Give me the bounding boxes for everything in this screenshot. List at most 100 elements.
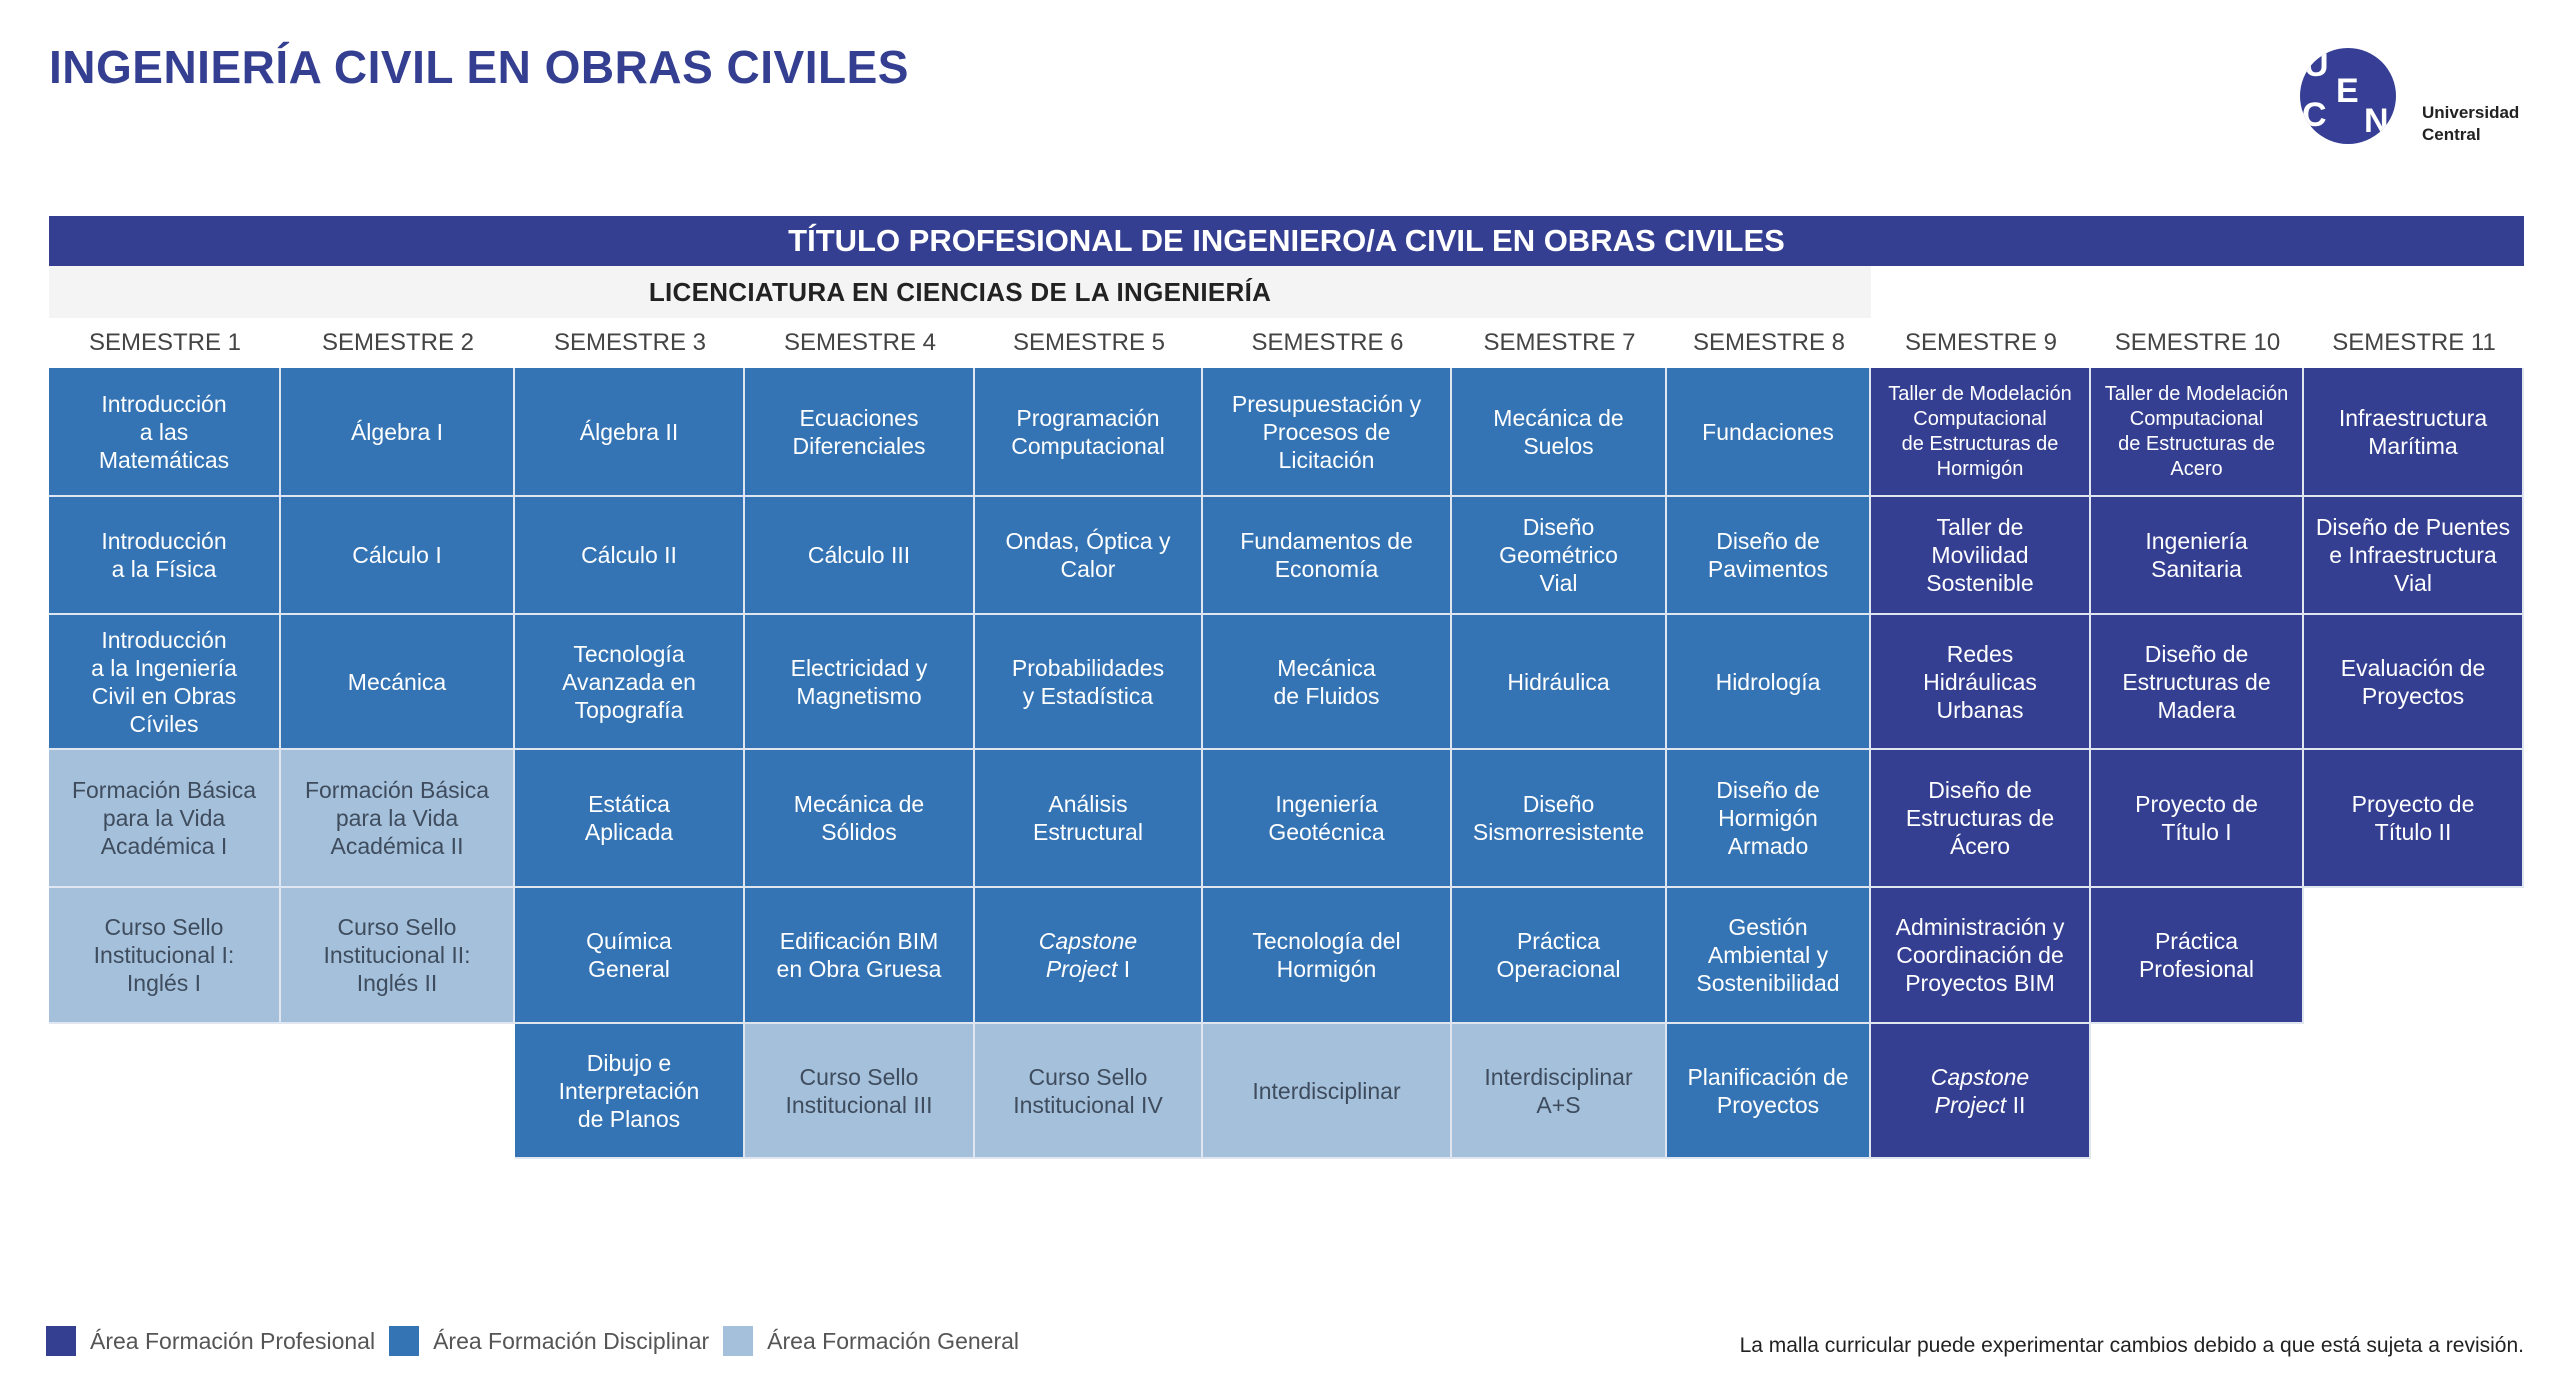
- logo-letter: E: [2336, 72, 2359, 110]
- course-name: Cálculo II: [581, 541, 677, 569]
- course-name: Ingeniería Sanitaria: [2145, 527, 2247, 583]
- legend-label: Área Formación Disciplinar: [433, 1327, 710, 1354]
- semester-header: SEMESTRE 5: [1012, 329, 1166, 356]
- course-name: Mecánica de Sólidos: [794, 790, 924, 846]
- course-name-text: Presupuestación y Procesos de Licitación: [1231, 390, 1422, 473]
- course-cell: Administración y Coordinación de Proyect…: [1871, 888, 2091, 1024]
- logo-letter: U: [2304, 48, 2329, 84]
- course-name: Ondas, Óptica y Calor: [1006, 527, 1171, 583]
- course-name: Electricidad y Magnetismo: [791, 654, 928, 710]
- course-name: Mecánica: [348, 668, 446, 696]
- course-name: Taller de Modelación Computacional de Es…: [2105, 382, 2288, 482]
- course-name-text: Redes Hidráulicas Urbanas: [1923, 640, 2037, 723]
- logo-name-line2: Central: [2422, 125, 2481, 144]
- course-cell: Cálculo III: [745, 497, 975, 615]
- course-name-text: Hidráulica: [1507, 668, 1610, 695]
- course-name-text: Tecnología del Hormigón: [1252, 928, 1401, 982]
- course-name-text: Práctica Operacional: [1496, 928, 1621, 982]
- course-cell: Ingeniería Sanitaria: [2091, 497, 2304, 615]
- course-name-text: Proyecto de Título II: [2351, 791, 2475, 845]
- course-name-text: Ingeniería Geotécnica: [1268, 791, 1385, 845]
- course-cell: Análisis Estructural: [975, 750, 1203, 888]
- course-name: Programación Computacional: [1011, 404, 1164, 460]
- course-name: Formación Básica para la Vida Académica …: [72, 776, 256, 860]
- semester-header: SEMESTRE 2: [321, 329, 475, 356]
- course-name: Proyecto de Título II: [2352, 790, 2475, 846]
- course-name-text: Fundamentos de Economía: [1240, 528, 1413, 582]
- semester-header: SEMESTRE 8: [1692, 329, 1846, 356]
- logo-circle: U C E N: [2300, 48, 2396, 144]
- course-cell: Diseño de Estructuras de Ácero: [1871, 750, 2091, 888]
- course-name-text: Diseño de Pavimentos: [1707, 528, 1829, 582]
- course-name-text: Edificación BIM en Obra Gruesa: [776, 928, 942, 982]
- course-name-text: Administración y Coordinación de Proyect…: [1895, 914, 2065, 996]
- legend: Área Formación Profesional Área Formación…: [46, 1326, 1033, 1356]
- course-name-text: Estática Aplicada: [584, 791, 674, 845]
- course-cell: Práctica Operacional: [1452, 888, 1667, 1024]
- course-name: Ingeniería Geotécnica: [1268, 790, 1384, 846]
- course-cell: Cálculo II: [515, 497, 745, 615]
- course-name: Taller de Modelación Computacional de Es…: [1888, 382, 2071, 482]
- course-name-text: Programación Computacional: [1011, 404, 1165, 459]
- curriculum-grid: Introducción a las Matemáticas Introducci…: [49, 368, 2524, 1159]
- course-name: Formación Básica para la Vida Académica …: [305, 776, 489, 860]
- semester-header-row: SEMESTRE 1 SEMESTRE 2 SEMESTRE 3 SEMESTRE 4…: [49, 318, 2524, 368]
- course-name-text: Introducción a la Ingeniería Civil en Ob…: [91, 626, 237, 737]
- course-name-text: Cálculo I: [352, 542, 442, 568]
- course-name-text: Taller de Modelación Computacional de Es…: [1888, 382, 2072, 480]
- course-cell: Diseño de Estructuras de Madera: [2091, 615, 2304, 750]
- course-cell: Electricidad y Magnetismo: [745, 615, 975, 750]
- course-name-text: Análisis Estructural: [1033, 791, 1143, 845]
- course-cell: Redes Hidráulicas Urbanas: [1871, 615, 2091, 750]
- course-name-text: Curso Sello Institucional III: [785, 1063, 933, 1118]
- course-cell: Curso Sello Institucional III: [745, 1024, 975, 1159]
- course-name-text: Diseño Geométrico Vial: [1499, 514, 1618, 596]
- course-name-text: Taller de Modelación Computacional de Es…: [2104, 382, 2289, 480]
- course-name-text: Mecánica: [347, 668, 447, 695]
- course-name: Ecuaciones Diferenciales: [793, 404, 926, 460]
- course-cell: Proyecto de Título II: [2304, 750, 2524, 888]
- semester-header: SEMESTRE 11: [2332, 329, 2496, 356]
- course-cell: Mecánica de Sólidos: [745, 750, 975, 888]
- course-cell: Diseño de Puentes e Infraestructura Vial: [2304, 497, 2524, 615]
- course-cell: Probabilidades y Estadística: [975, 615, 1203, 750]
- course-name: Mecánica de Fluidos: [1273, 654, 1379, 710]
- logo-wordmark: Universidad Central: [2422, 102, 2519, 146]
- course-name-text: Introducción a la Física: [101, 528, 227, 582]
- course-cell: Introducción a la Física: [49, 497, 281, 615]
- course-name: Planificación de Proyectos: [1687, 1063, 1848, 1119]
- course-name-text: Diseño Sismorresistente: [1472, 791, 1645, 845]
- course-cell: Programación Computacional: [975, 368, 1203, 497]
- course-cell: Química General: [515, 888, 745, 1024]
- course-name-text: Química General: [586, 928, 672, 982]
- course-name-text: Curso Sello Institucional I: Inglés I: [93, 914, 235, 996]
- course-name: Redes Hidráulicas Urbanas: [1923, 640, 2037, 724]
- course-name-text: Gestión Ambiental y Sostenibilidad: [1696, 914, 1840, 996]
- course-name: Diseño de Estructuras de Madera: [2122, 640, 2270, 724]
- course-name: Cálculo I: [352, 541, 441, 569]
- course-name: Infraestructura Marítima: [2339, 404, 2487, 460]
- course-name-text: Evaluación de Proyectos: [2340, 654, 2486, 709]
- course-cell: Interdisciplinar: [1203, 1024, 1452, 1159]
- course-name-text: Introducción a las Matemáticas: [98, 390, 230, 473]
- course-name-text: Cálculo III: [807, 542, 911, 568]
- course-cell: Taller de Modelación Computacional de Es…: [2091, 368, 2304, 497]
- course-cell: Fundamentos de Economía: [1203, 497, 1452, 615]
- course-name-text: Infraestructura Marítima: [2338, 404, 2488, 459]
- course-name-text: Dibujo e Interpretación de Planos: [558, 1049, 700, 1132]
- course-name: Capstone Project II: [1931, 1063, 2029, 1119]
- course-name: Diseño Geométrico Vial: [1499, 513, 1618, 597]
- course-cell: Álgebra I: [281, 368, 515, 497]
- course-name-text: Cálculo II: [581, 542, 677, 568]
- logo-letter: N: [2364, 102, 2389, 140]
- legend-swatch: [46, 1326, 76, 1356]
- course-name-text: Diseño de Hormigón Armado: [1716, 777, 1820, 859]
- course-cell: Diseño de Pavimentos: [1667, 497, 1871, 615]
- course-name: Álgebra I: [351, 418, 443, 446]
- course-cell: Ingeniería Geotécnica: [1203, 750, 1452, 888]
- course-cell: Mecánica: [281, 615, 515, 750]
- course-cell: Diseño Geométrico Vial: [1452, 497, 1667, 615]
- course-name-text: Interdisciplinar: [1252, 1077, 1401, 1104]
- course-cell: Práctica Profesional: [2091, 888, 2304, 1024]
- course-cell: Formación Básica para la Vida Académica …: [49, 750, 281, 888]
